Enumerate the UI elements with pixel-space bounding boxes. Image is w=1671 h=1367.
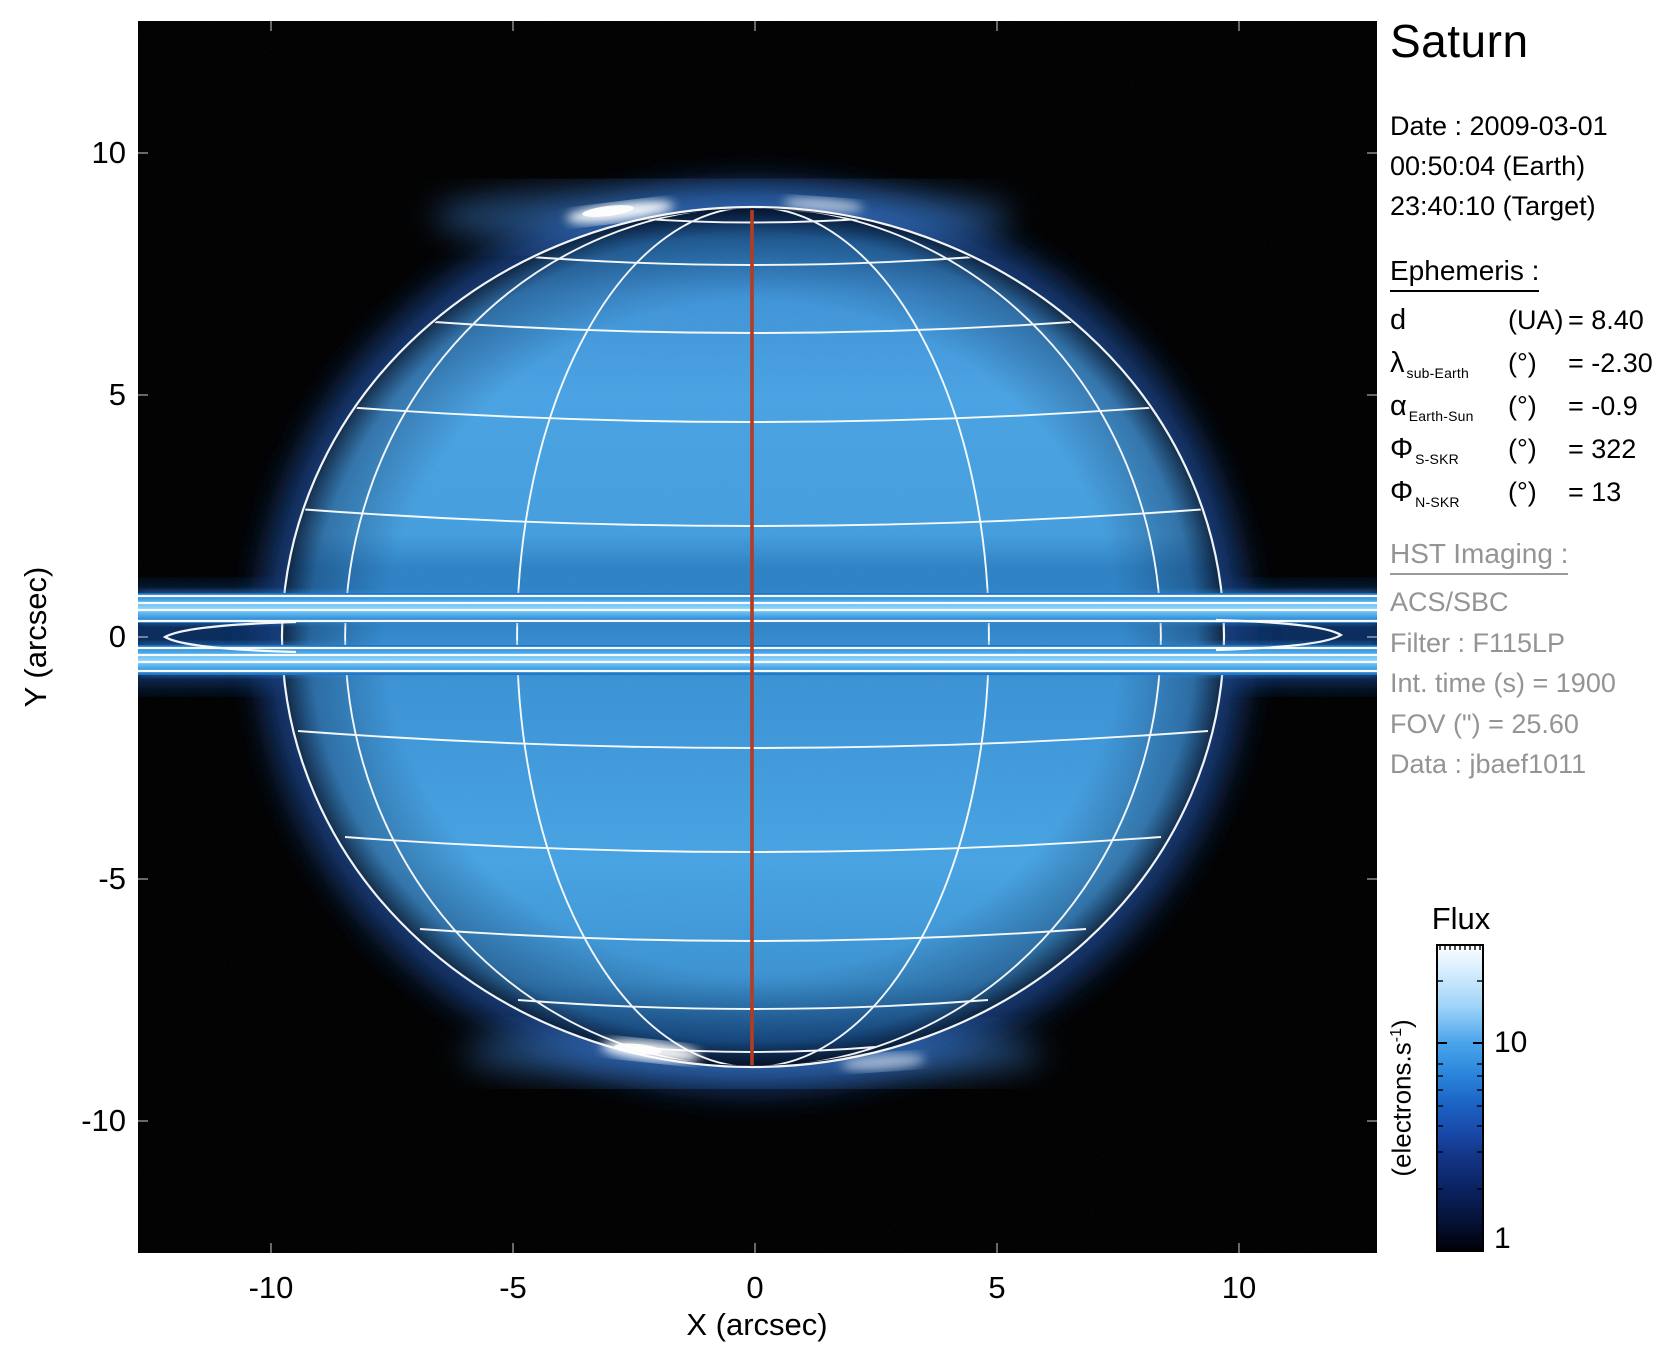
ephemeris-table: d (UA) = 8.40 λ sub-Earth (°) = -2.30 α Ea… — [1390, 299, 1653, 514]
x-axis-label: X (arcsec) — [686, 1307, 828, 1342]
hst-data-id: Data : jbaef1011 — [1390, 749, 1587, 779]
ephemeris-value: = 8.40 — [1568, 305, 1644, 335]
x-tick-label: -5 — [499, 1270, 527, 1305]
hst-instrument: ACS/SBC — [1390, 587, 1509, 617]
hst-filter: Filter : F115LP — [1390, 627, 1566, 658]
colorbar-tick-marks — [1437, 945, 1483, 1190]
colorbar-tick-label-10: 10 — [1494, 1026, 1528, 1059]
y-tick-label: 5 — [108, 377, 126, 412]
hst-int-time: Int. time (s) = 1900 — [1390, 668, 1616, 698]
hst-fov: FOV (") = 25.60 — [1390, 708, 1579, 739]
ephemeris-subscript: N-SKR — [1415, 494, 1460, 510]
ephemeris-unit: (°) — [1508, 434, 1537, 464]
x-tick-label: 5 — [988, 1270, 1006, 1305]
ephemeris-value: = -2.30 — [1568, 348, 1653, 378]
ephemeris-symbol: d — [1390, 304, 1407, 336]
x-tick-label: -10 — [248, 1270, 294, 1305]
hst-imaging-block: ACS/SBC Filter : F115LP Int. time (s) = … — [1390, 582, 1616, 785]
date-line: Date : 2009-03-01 — [1390, 111, 1608, 141]
ephemeris-value: = -0.9 — [1568, 391, 1638, 421]
ephemeris-subscript: Earth-Sun — [1408, 408, 1474, 424]
flux-colorbar — [1436, 944, 1484, 1252]
target-time: 23:40:10 (Target) — [1390, 191, 1596, 221]
ephemeris-unit: (°) — [1508, 477, 1537, 507]
ephemeris-row: Φ S-SKR (°) = 322 — [1390, 428, 1653, 471]
axis-tick-marks — [138, 21, 1377, 1253]
page-title: Saturn — [1390, 15, 1529, 67]
ephemeris-subscript: sub-Earth — [1406, 365, 1469, 381]
ephemeris-unit: (UA) — [1508, 305, 1564, 335]
ephemeris-symbol: λ — [1390, 347, 1405, 379]
y-tick-label: -5 — [98, 861, 126, 896]
ephemeris-unit: (°) — [1508, 348, 1537, 378]
saturn-image-plot — [138, 21, 1377, 1253]
y-axis-label: Y (arcsec) — [18, 566, 53, 708]
colorbar-unit-label: (electrons.s-1) — [1386, 1019, 1417, 1177]
ephemeris-row: d (UA) = 8.40 — [1390, 299, 1653, 342]
earth-time: 00:50:04 (Earth) — [1390, 151, 1586, 181]
ephemeris-symbol: α — [1390, 390, 1407, 422]
x-tick-label: 0 — [746, 1270, 764, 1305]
ephemeris-value: = 13 — [1568, 477, 1622, 507]
observation-date-block: Date : 2009-03-01 00:50:04 (Earth) 23:40… — [1390, 106, 1608, 226]
ephemeris-symbol: Φ — [1390, 433, 1414, 465]
ephemeris-row: α Earth-Sun (°) = -0.9 — [1390, 385, 1653, 428]
ephemeris-row: Φ N-SKR (°) = 13 — [1390, 471, 1653, 514]
ephemeris-subscript: S-SKR — [1415, 451, 1459, 467]
ephemeris-row: λ sub-Earth (°) = -2.30 — [1390, 342, 1653, 385]
y-tick-label: 10 — [91, 135, 126, 170]
ephemeris-unit: (°) — [1508, 391, 1537, 421]
hst-imaging-heading: HST Imaging : — [1390, 538, 1569, 575]
y-tick-label: 0 — [108, 619, 126, 654]
ephemeris-heading: Ephemeris : — [1390, 255, 1540, 292]
ephemeris-value: = 322 — [1568, 434, 1637, 464]
colorbar-title: Flux — [1431, 901, 1491, 936]
y-tick-label: -10 — [81, 1103, 126, 1138]
x-tick-label: 10 — [1221, 1270, 1257, 1305]
ephemeris-symbol: Φ — [1390, 476, 1414, 508]
colorbar-tick-label-1: 1 — [1494, 1222, 1511, 1255]
